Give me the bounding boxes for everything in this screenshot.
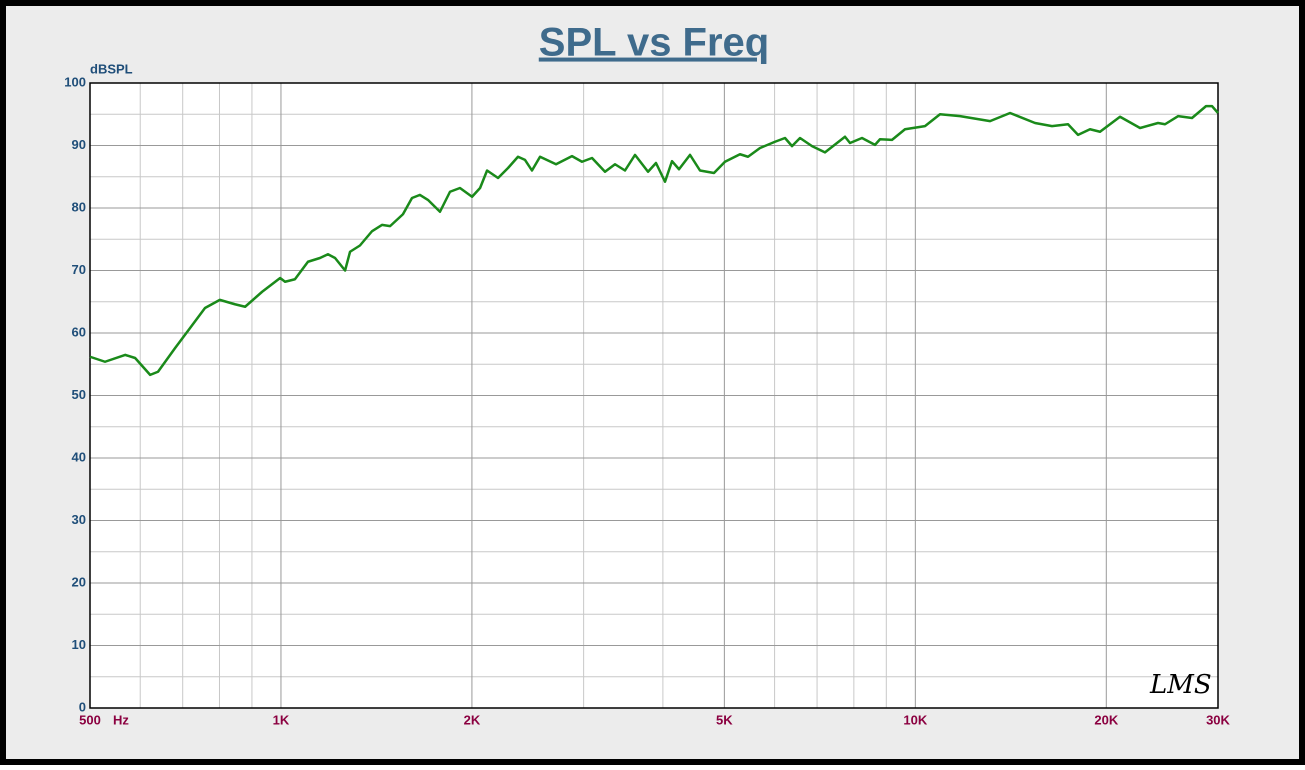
x-tick-label: 2K [464, 712, 481, 727]
x-tick-label: 1K [273, 712, 290, 727]
y-tick-label: 40 [72, 449, 86, 464]
y-tick-label: 60 [72, 324, 86, 339]
y-tick-label: 90 [72, 137, 86, 152]
x-tick-label: 500 [79, 712, 101, 727]
y-tick-label: 80 [72, 199, 86, 214]
x-tick-label: 30K [1206, 712, 1230, 727]
y-tick-label: 100 [64, 74, 86, 89]
y-tick-label: 10 [72, 637, 86, 652]
series-line [89, 104, 1219, 377]
y-tick-label: 0 [79, 699, 86, 714]
plot-border [89, 82, 1219, 709]
x-tick-label: 20K [1094, 712, 1118, 727]
x-tick-label: 5K [716, 712, 733, 727]
y-tick-label: 50 [72, 387, 86, 402]
y-tick-label: 70 [72, 262, 86, 277]
y-axis-label: dBSPL [90, 61, 133, 76]
x-tick-label: 10K [903, 712, 927, 727]
watermark: LMS [1149, 670, 1212, 700]
y-tick-label: 20 [72, 574, 86, 589]
y-tick-label: 30 [72, 512, 86, 527]
x-axis-label: Hz [113, 712, 129, 727]
chart-title: SPL vs Freq [539, 21, 769, 65]
